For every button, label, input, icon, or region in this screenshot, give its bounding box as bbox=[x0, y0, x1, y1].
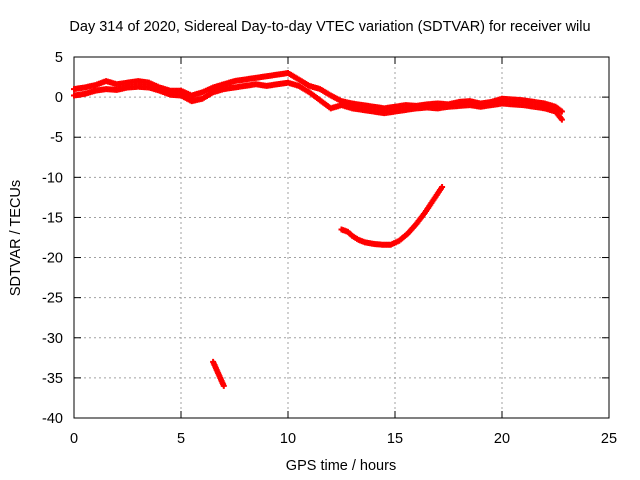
x-tick-label: 5 bbox=[177, 431, 185, 447]
plot-frame bbox=[73, 56, 610, 419]
y-tick-label: -15 bbox=[42, 210, 63, 226]
x-tick-label: 15 bbox=[387, 431, 403, 447]
x-axis-label: GPS time / hours bbox=[286, 458, 396, 474]
y-tick-label: -25 bbox=[42, 291, 63, 307]
y-tick-label: -10 bbox=[42, 170, 63, 186]
y-tick-label: 5 bbox=[55, 50, 63, 66]
series-arc-segment bbox=[338, 183, 446, 248]
x-tick-label: 20 bbox=[494, 431, 510, 447]
x-tick-label: 25 bbox=[601, 431, 617, 447]
data-point bbox=[558, 116, 565, 123]
data-point bbox=[439, 183, 446, 190]
y-axis-label: SDTVAR / TECUs bbox=[8, 180, 24, 296]
x-tick-label: 10 bbox=[280, 431, 296, 447]
x-tick-labels: 0 5 10 15 20 25 bbox=[70, 431, 617, 447]
y-tick-labels: 5 0 -5 -10 -15 -20 -25 -30 -35 -40 bbox=[42, 50, 63, 427]
series-main-band-b bbox=[71, 79, 565, 123]
y-tick-label: 0 bbox=[55, 90, 63, 106]
y-tick-label: -20 bbox=[42, 251, 63, 267]
y-tick-label: -30 bbox=[42, 331, 63, 347]
y-tick-label: -40 bbox=[42, 411, 63, 427]
chart-title: Day 314 of 2020, Sidereal Day-to-day VTE… bbox=[69, 19, 590, 35]
data-points bbox=[71, 70, 565, 389]
series-short-segment bbox=[210, 358, 227, 389]
grid-lines bbox=[74, 57, 609, 418]
y-tick-label: -5 bbox=[50, 130, 63, 146]
axis-ticks bbox=[73, 56, 610, 419]
x-tick-label: 0 bbox=[70, 431, 78, 447]
y-tick-label: -35 bbox=[42, 371, 63, 387]
data-point bbox=[558, 108, 565, 115]
data-point bbox=[220, 382, 227, 389]
